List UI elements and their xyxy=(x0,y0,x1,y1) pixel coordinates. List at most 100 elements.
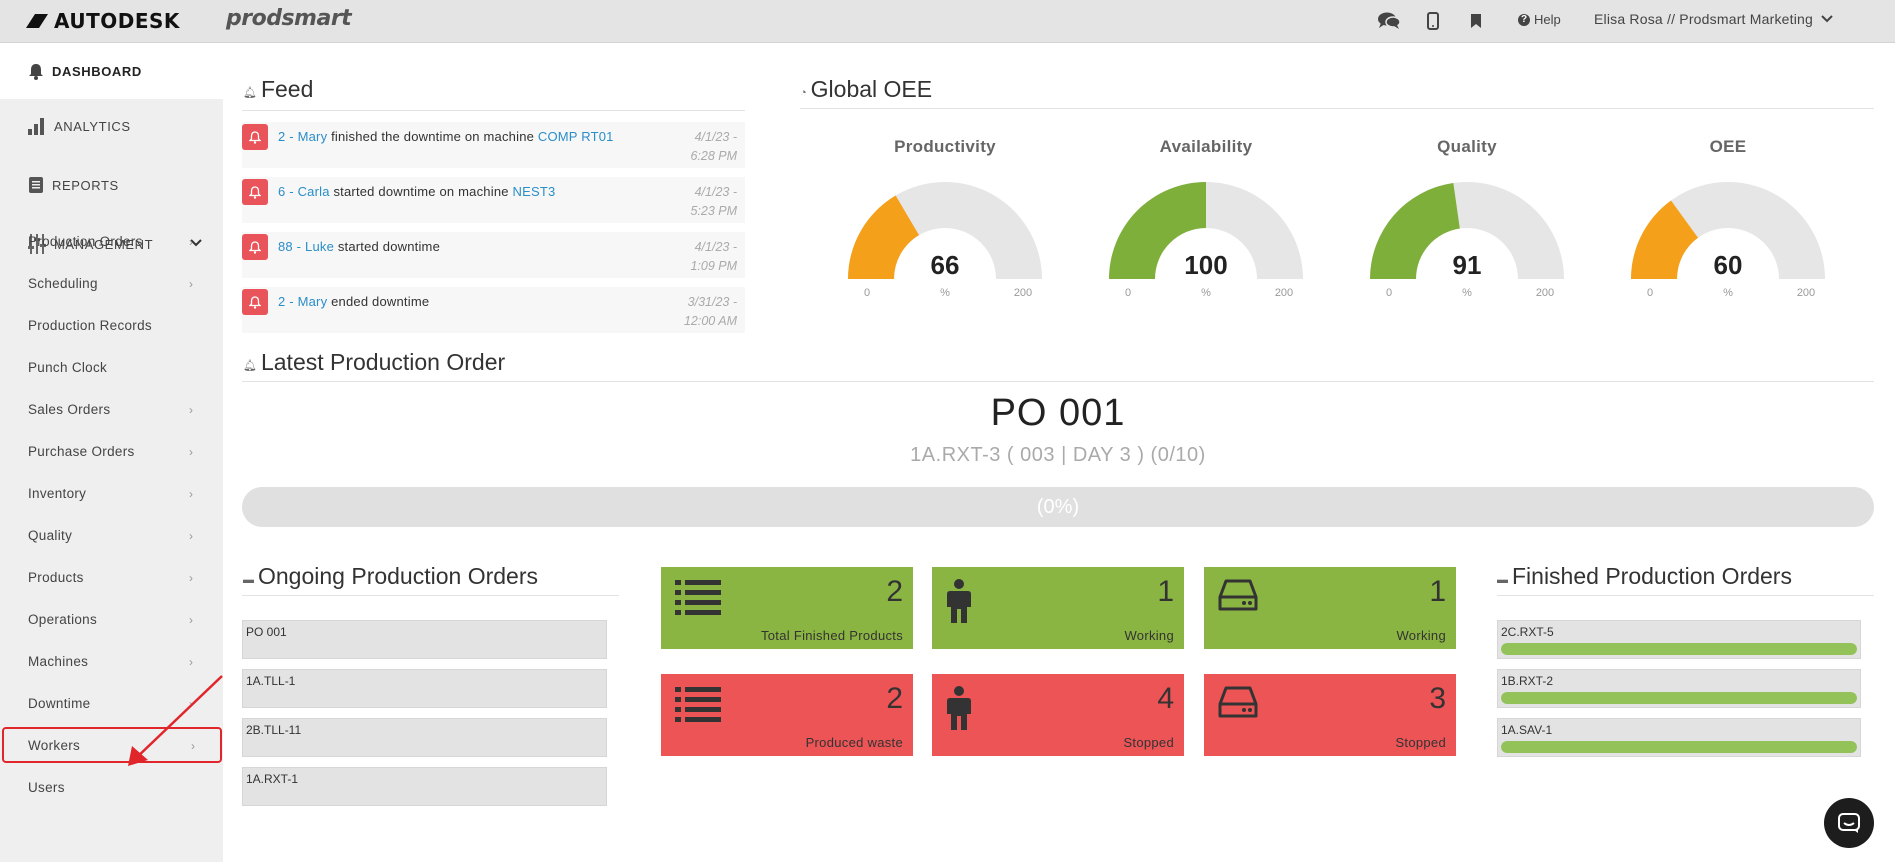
bookmark-icon[interactable] xyxy=(1465,10,1487,32)
chat-icon[interactable] xyxy=(1378,10,1400,32)
sidebar-analytics[interactable]: ANALYTICS xyxy=(28,118,131,135)
progress-fill xyxy=(1501,741,1857,753)
ongoing-order-item[interactable]: PO 001 xyxy=(242,620,607,659)
sidebar-item-label: Purchase Orders xyxy=(28,443,135,459)
finished-order-label: 1B.RXT-2 xyxy=(1501,674,1554,688)
autodesk-logo-icon xyxy=(26,14,48,28)
divider xyxy=(242,110,745,111)
top-bar: AUTODESK prodsmart ? Help Elisa Rosa // … xyxy=(0,0,1895,43)
kpi-tile-produced-waste[interactable]: 2 Produced waste xyxy=(661,674,913,756)
gauge-fill xyxy=(1109,182,1206,279)
sidebar-item-operations[interactable]: Operations › xyxy=(0,601,223,637)
gauge-max: 200 xyxy=(1014,287,1032,299)
sidebar-reports[interactable]: REPORTS xyxy=(28,176,119,194)
sidebar-item-label: Quality xyxy=(28,527,73,543)
gauge-unit: % xyxy=(940,287,950,299)
ongoing-order-item[interactable]: 1A.TLL-1 xyxy=(242,669,607,708)
gauge-chart: 60% 0 200 xyxy=(1631,182,1825,299)
user-label: Elisa Rosa // Prodsmart Marketing xyxy=(1594,11,1814,27)
divider xyxy=(242,381,1874,382)
progress-label: (0%) xyxy=(1036,496,1080,518)
sidebar-item-scheduling[interactable]: Scheduling › xyxy=(0,265,223,301)
kpi-value: 2 xyxy=(886,575,903,608)
chevron-right-icon: › xyxy=(189,403,194,417)
feed-action-text: finished the downtime on machine xyxy=(327,129,538,144)
divider xyxy=(1497,595,1874,596)
feed-timestamp: 4/1/23 - 6:28 PM xyxy=(690,128,737,166)
sidebar-item-inventory[interactable]: Inventory › xyxy=(0,475,223,511)
user-menu[interactable]: Elisa Rosa // Prodsmart Marketing xyxy=(1594,11,1833,27)
kpi-tile-working[interactable]: 1 Working xyxy=(1204,567,1456,649)
prodsmart-logo[interactable]: prodsmart xyxy=(226,6,352,31)
bell-icon xyxy=(242,179,268,205)
feed-timestamp: 3/31/23 - 12:00 AM xyxy=(684,293,737,331)
sidebar-item-label: Operations xyxy=(28,611,98,627)
bell-icon: 🔔︎ xyxy=(243,360,257,372)
sidebar-dashboard[interactable]: DASHBOARD xyxy=(0,43,223,99)
sidebar-item-production-orders[interactable]: Production Orders › xyxy=(0,223,223,259)
feed-timestamp: 4/1/23 - 1:09 PM xyxy=(690,238,737,276)
chevron-down-icon[interactable] xyxy=(190,239,202,247)
finished-order-item[interactable]: 1B.RXT-2 xyxy=(1497,669,1861,708)
feed-date: 3/31/23 - xyxy=(687,295,737,309)
feed-title-text: Feed xyxy=(260,76,314,102)
feed-actor-link[interactable]: 6 - Carla xyxy=(278,184,330,199)
gauge-unit: % xyxy=(1201,287,1211,299)
chevron-right-icon: › xyxy=(189,235,194,249)
kpi-tile-stopped[interactable]: 3 Stopped xyxy=(1204,674,1456,756)
sidebar-item-machines[interactable]: Machines › xyxy=(0,643,223,679)
sidebar-item-label: Sales Orders xyxy=(28,401,111,417)
sidebar-item-quality[interactable]: Quality › xyxy=(0,517,223,553)
gauge-min: 0 xyxy=(1386,287,1392,299)
gauge-max: 200 xyxy=(1536,287,1554,299)
ongoing-order-label: 2B.TLL-11 xyxy=(246,723,302,737)
chevron-right-icon: › xyxy=(189,571,194,585)
ongoing-order-item[interactable]: 2B.TLL-11 xyxy=(242,718,607,757)
sidebar-item-punch-clock[interactable]: Punch Clock xyxy=(0,349,223,385)
sidebar-item-label: Production Orders xyxy=(28,233,143,249)
sidebar-item-users[interactable]: Users xyxy=(0,769,223,805)
sidebar-item-label: Users xyxy=(28,779,65,795)
sidebar-item-workers[interactable]: Workers › xyxy=(2,727,222,763)
feed-actor-link[interactable]: 88 - Luke xyxy=(278,239,335,254)
sidebar-item-products[interactable]: Products › xyxy=(0,559,223,595)
progress-fill xyxy=(1501,643,1857,655)
latest-po-number[interactable]: PO 001 xyxy=(990,392,1126,434)
kpi-value: 3 xyxy=(1429,682,1446,715)
latest-po-title: 🔔︎ Latest Production Order xyxy=(243,349,505,376)
feed-action-text: started downtime on machine xyxy=(329,184,513,199)
kpi-tile-stopped[interactable]: 4 Stopped xyxy=(932,674,1184,756)
feed-actor-link[interactable]: 2 - Mary xyxy=(278,294,328,309)
gauge-availability: Availability 100% 0 200 xyxy=(1096,137,1316,307)
sidebar-analytics-label: ANALYTICS xyxy=(54,119,131,134)
help-link[interactable]: ? Help xyxy=(1518,12,1561,27)
annotation-arrow xyxy=(128,675,223,766)
feed-target-link[interactable]: COMP RT01 xyxy=(537,129,614,144)
gauge-fill xyxy=(848,195,920,279)
support-chat-button[interactable] xyxy=(1824,798,1874,848)
dashboard-icon: ◔ xyxy=(800,86,807,99)
bell-icon xyxy=(242,124,268,150)
sidebar: DASHBOARD ANALYTICS REPORTS MANAGEMENT P… xyxy=(0,43,223,862)
sidebar-management[interactable]: MANAGEMENT xyxy=(28,234,153,254)
kpi-label: Produced waste xyxy=(805,735,903,750)
autodesk-logo[interactable]: AUTODESK xyxy=(26,9,180,33)
finished-order-progress xyxy=(1501,741,1857,753)
chevron-right-icon: › xyxy=(189,613,194,627)
sidebar-item-purchase-orders[interactable]: Purchase Orders › xyxy=(0,433,223,469)
sidebar-item-label: Production Records xyxy=(28,317,152,333)
ongoing-order-item[interactable]: 1A.RXT-1 xyxy=(242,767,607,806)
sidebar-reports-label: REPORTS xyxy=(52,177,119,193)
feed-item: 6 - Carla started downtime on machine NE… xyxy=(242,177,745,223)
feed-target-link[interactable]: NEST3 xyxy=(512,184,556,199)
kpi-tile-working[interactable]: 1 Working xyxy=(932,567,1184,649)
finished-order-item[interactable]: 1A.SAV-1 xyxy=(1497,718,1861,757)
sidebar-item-production-records[interactable]: Production Records xyxy=(0,307,223,343)
finished-order-item[interactable]: 2C.RXT-5 xyxy=(1497,620,1861,659)
kpi-tile-total-finished-products[interactable]: 2 Total Finished Products xyxy=(661,567,913,649)
mobile-icon[interactable] xyxy=(1422,10,1444,32)
sidebar-item-sales-orders[interactable]: Sales Orders › xyxy=(0,391,223,427)
gauge-chart: 91% 0 200 xyxy=(1370,182,1564,299)
feed-actor-link[interactable]: 2 - Mary xyxy=(278,129,328,144)
chevron-right-icon: › xyxy=(189,487,194,501)
